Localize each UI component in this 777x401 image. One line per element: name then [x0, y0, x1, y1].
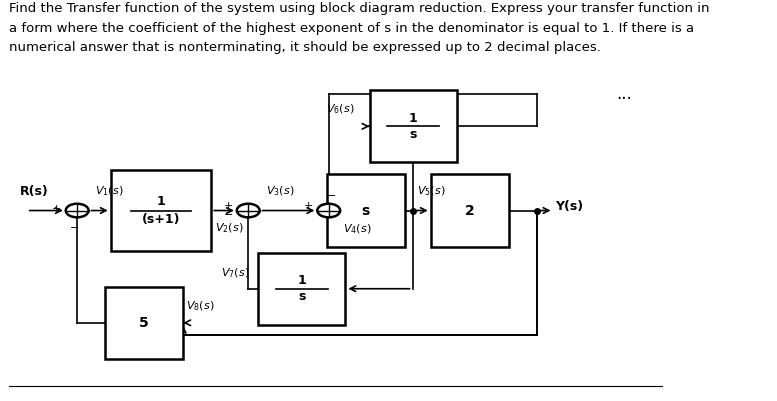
Text: $V_8(s)$: $V_8(s)$ [186, 299, 215, 313]
Text: 1: 1 [298, 274, 306, 287]
Bar [326, 174, 405, 247]
Text: +: + [304, 201, 313, 211]
Text: (s+1): (s+1) [141, 213, 180, 226]
Text: −: − [70, 223, 79, 233]
Text: 1: 1 [409, 112, 417, 125]
Bar [110, 170, 211, 251]
Bar [106, 287, 183, 359]
Bar [258, 253, 346, 325]
Bar [430, 174, 508, 247]
Text: $V_7(s)$: $V_7(s)$ [221, 266, 250, 280]
Text: s: s [361, 204, 370, 217]
Text: $V_5(s)$: $V_5(s)$ [416, 184, 445, 198]
Text: $V_2(s)$: $V_2(s)$ [215, 222, 244, 235]
Text: +: + [224, 201, 233, 211]
Text: 1: 1 [157, 195, 166, 208]
Text: s: s [298, 290, 305, 303]
Text: −: − [326, 190, 336, 200]
Text: 2: 2 [465, 204, 475, 217]
Text: Y(s): Y(s) [556, 200, 584, 213]
Text: R(s): R(s) [20, 185, 49, 198]
Text: −: − [224, 211, 233, 220]
Text: s: s [409, 128, 417, 141]
Text: $V_3(s)$: $V_3(s)$ [267, 184, 294, 198]
Text: $V_6(s)$: $V_6(s)$ [326, 103, 354, 116]
Text: ...: ... [616, 85, 632, 103]
Text: 5: 5 [139, 316, 149, 330]
Circle shape [317, 204, 340, 217]
Bar [370, 90, 457, 162]
Circle shape [66, 204, 89, 217]
Text: $V_1(s)$: $V_1(s)$ [96, 184, 124, 198]
Text: +: + [52, 204, 61, 214]
Text: Find the Transfer function of the system using block diagram reduction. Express : Find the Transfer function of the system… [9, 2, 709, 54]
Text: $V_4(s)$: $V_4(s)$ [343, 223, 371, 236]
Circle shape [237, 204, 260, 217]
